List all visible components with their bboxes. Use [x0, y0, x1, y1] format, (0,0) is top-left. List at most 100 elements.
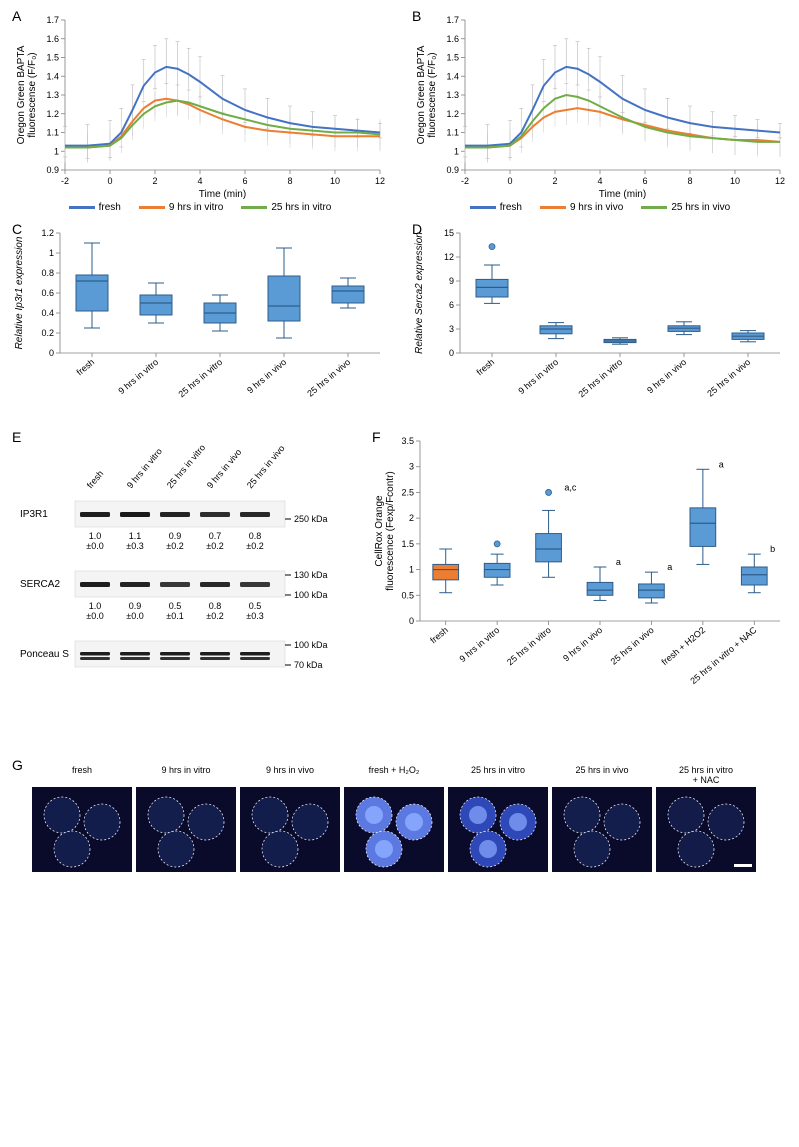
svg-text:0.8: 0.8: [209, 601, 222, 611]
svg-text:25 hrs in vitro: 25 hrs in vitro: [165, 442, 207, 490]
svg-text:1: 1: [54, 146, 59, 156]
svg-text:-2: -2: [461, 176, 469, 186]
svg-text:25 hrs in vitro: 25 hrs in vitro: [576, 357, 624, 399]
svg-text:0: 0: [107, 176, 112, 186]
svg-text:9 hrs in vitro: 9 hrs in vitro: [516, 357, 560, 396]
svg-text:0: 0: [507, 176, 512, 186]
microscopy-g: fresh9 hrs in vitro9 hrs in vivofresh + …: [10, 759, 789, 889]
svg-text:0.2: 0.2: [41, 328, 54, 338]
panel-d-label: D: [412, 221, 422, 237]
svg-text:1.3: 1.3: [446, 90, 459, 100]
svg-text:9 hrs in vivo: 9 hrs in vivo: [561, 625, 604, 664]
svg-text:fresh: fresh: [85, 469, 106, 491]
svg-text:1.1: 1.1: [446, 128, 459, 138]
svg-text:±0.1: ±0.1: [166, 611, 183, 621]
svg-text:0: 0: [49, 348, 54, 358]
svg-text:100 kDa: 100 kDa: [294, 590, 328, 600]
svg-text:±0.0: ±0.0: [126, 611, 143, 621]
svg-text:0.8: 0.8: [249, 531, 262, 541]
svg-text:Oregon Green BAPTA: Oregon Green BAPTA: [16, 45, 27, 144]
svg-text:1.0: 1.0: [89, 531, 102, 541]
svg-text:9 hrs in vivo: 9 hrs in vivo: [245, 357, 288, 396]
line-chart-b: -20246810120.911.11.21.31.41.51.61.7Time…: [410, 10, 790, 200]
svg-text:1.2: 1.2: [41, 228, 54, 238]
svg-text:8: 8: [687, 176, 692, 186]
svg-text:IP3R1: IP3R1: [20, 509, 48, 520]
svg-text:9: 9: [449, 276, 454, 286]
svg-text:250 kDa: 250 kDa: [294, 514, 328, 524]
svg-text:2: 2: [152, 176, 157, 186]
svg-text:1.7: 1.7: [446, 15, 459, 25]
svg-text:±0.3: ±0.3: [246, 611, 263, 621]
svg-text:1.2: 1.2: [446, 109, 459, 119]
svg-text:100 kDa: 100 kDa: [294, 640, 328, 650]
svg-text:1.5: 1.5: [46, 53, 59, 63]
svg-text:1.3: 1.3: [46, 90, 59, 100]
svg-text:±0.2: ±0.2: [166, 541, 183, 551]
svg-text:1.5: 1.5: [401, 539, 414, 549]
panel-a-label: A: [12, 8, 21, 24]
svg-text:4: 4: [597, 176, 602, 186]
svg-text:10: 10: [330, 176, 340, 186]
line-chart-a: -20246810120.911.11.21.31.41.51.61.7Time…: [10, 10, 390, 200]
svg-text:25 hrs in vitro: 25 hrs in vitro: [176, 357, 224, 399]
svg-text:0.5: 0.5: [169, 601, 182, 611]
panel-g: G fresh9 hrs in vitro9 hrs in vivofresh …: [10, 759, 789, 889]
svg-text:1.5: 1.5: [446, 53, 459, 63]
svg-text:3: 3: [409, 462, 414, 472]
svg-text:0.6: 0.6: [41, 288, 54, 298]
svg-text:3.5: 3.5: [401, 436, 414, 446]
panel-c-label: C: [12, 221, 22, 237]
svg-text:±0.0: ±0.0: [86, 541, 103, 551]
svg-text:25 hrs in vivo: 25 hrs in vivo: [609, 625, 656, 667]
boxplot-f: 00.511.522.533.5fresh9 hrs in vitroa,c25…: [370, 431, 790, 691]
svg-text:±0.2: ±0.2: [206, 611, 223, 621]
svg-text:fresh: fresh: [428, 625, 450, 646]
svg-text:+ NAC: + NAC: [693, 775, 720, 785]
svg-text:0.4: 0.4: [41, 308, 54, 318]
svg-text:±0.2: ±0.2: [246, 541, 263, 551]
panel-b: B -20246810120.911.11.21.31.41.51.61.7Ti…: [410, 10, 790, 213]
legend-a: fresh9 hrs in vitro25 hrs in vitro: [10, 202, 390, 213]
svg-text:12: 12: [375, 176, 385, 186]
svg-text:9 hrs in vitro: 9 hrs in vitro: [457, 625, 501, 664]
svg-text:9 hrs in vitro: 9 hrs in vitro: [125, 446, 164, 490]
svg-text:1.6: 1.6: [446, 34, 459, 44]
svg-text:Relative Ip3r1 expression: Relative Ip3r1 expression: [14, 236, 25, 349]
western-blot-e: fresh9 hrs in vitro25 hrs in vitro9 hrs …: [10, 431, 350, 751]
panel-f-label: F: [372, 429, 381, 445]
svg-text:Ponceau S: Ponceau S: [20, 649, 69, 660]
svg-text:1: 1: [409, 565, 414, 575]
svg-text:25 hrs in vitro: 25 hrs in vitro: [471, 765, 525, 775]
svg-text:6: 6: [242, 176, 247, 186]
svg-text:12: 12: [444, 252, 454, 262]
svg-text:9 hrs in vivo: 9 hrs in vivo: [266, 765, 314, 775]
figure: A -20246810120.911.11.21.31.41.51.61.7Ti…: [10, 10, 789, 889]
svg-text:1.7: 1.7: [46, 15, 59, 25]
svg-text:1.4: 1.4: [46, 71, 59, 81]
svg-text:12: 12: [775, 176, 785, 186]
svg-text:6: 6: [642, 176, 647, 186]
boxplot-d: 03691215fresh9 hrs in vitro25 hrs in vit…: [410, 223, 790, 423]
svg-text:Relative Serca2 expression: Relative Serca2 expression: [414, 232, 425, 354]
svg-text:2: 2: [552, 176, 557, 186]
panel-g-label: G: [12, 757, 23, 773]
legend-b: fresh9 hrs in vivo25 hrs in vivo: [410, 202, 790, 213]
svg-text:9 hrs in vitro: 9 hrs in vitro: [116, 357, 160, 396]
panel-b-label: B: [412, 8, 421, 24]
svg-text:9 hrs in vivo: 9 hrs in vivo: [645, 357, 688, 396]
svg-text:25 hrs in vitro: 25 hrs in vitro: [505, 625, 553, 667]
svg-text:25 hrs in vitro: 25 hrs in vitro: [679, 765, 733, 775]
svg-text:0.9: 0.9: [446, 165, 459, 175]
svg-text:25 hrs in vivo: 25 hrs in vivo: [575, 765, 628, 775]
svg-text:a: a: [667, 562, 672, 572]
svg-text:4: 4: [197, 176, 202, 186]
svg-text:1.1: 1.1: [129, 531, 142, 541]
svg-text:2.5: 2.5: [401, 487, 414, 497]
svg-text:±0.3: ±0.3: [126, 541, 143, 551]
svg-text:-2: -2: [61, 176, 69, 186]
svg-text:SERCA2: SERCA2: [20, 579, 60, 590]
panel-d: D 03691215fresh9 hrs in vitro25 hrs in v…: [410, 223, 790, 423]
svg-text:fresh: fresh: [475, 357, 497, 378]
svg-text:a,c: a,c: [564, 482, 577, 492]
